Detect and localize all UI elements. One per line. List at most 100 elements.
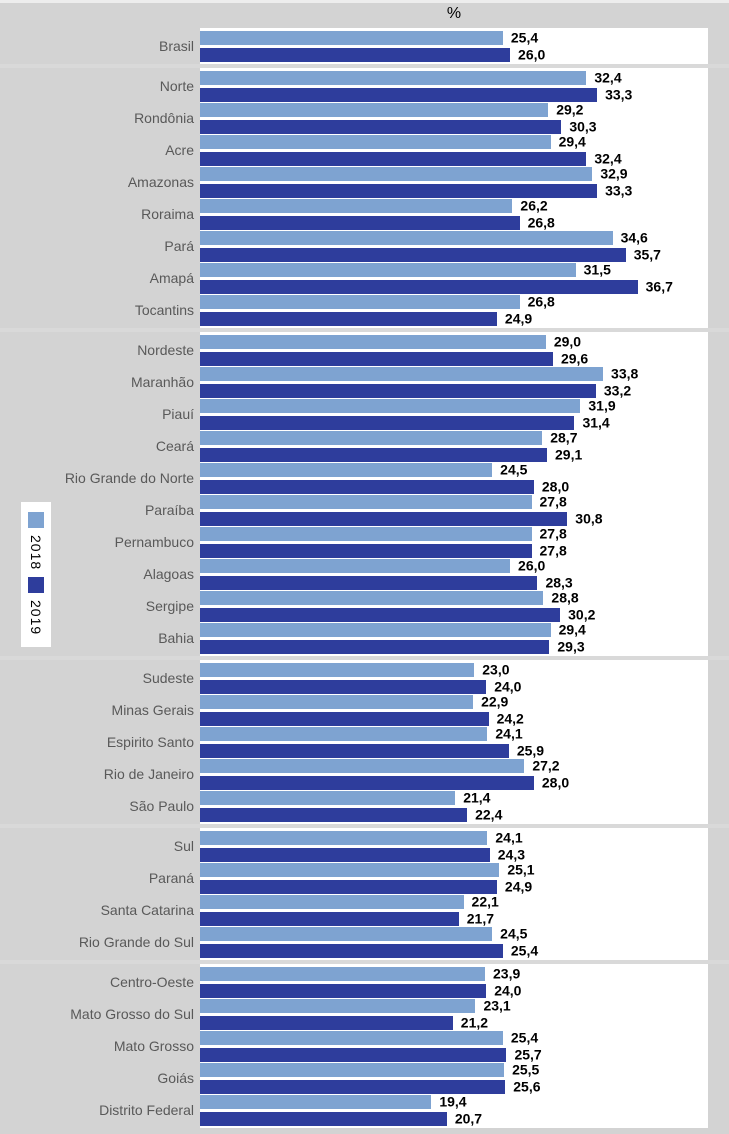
- value-label-2018: 25,1: [507, 861, 535, 878]
- row-label: Rio Grande do Sul: [78, 934, 194, 950]
- bar-2018: 33,8: [200, 366, 638, 382]
- value-label-2018: 22,1: [471, 893, 499, 910]
- value-label-2019: 29,3: [557, 638, 585, 655]
- bar-pair: 26,2 26,8: [200, 198, 708, 231]
- value-label-2019: 21,2: [460, 1014, 489, 1031]
- value-label-2018: 29,0: [553, 333, 582, 350]
- chart-row: Tocantins 26,8 24,9: [135, 294, 708, 327]
- chart-title: %: [446, 5, 462, 22]
- value-label-2019: 35,7: [633, 246, 661, 263]
- bar-2019: 25,4: [200, 943, 538, 959]
- bar-pair: 32,4 33,3: [200, 70, 708, 103]
- bar-2018: 29,0: [200, 334, 581, 350]
- value-label-2018: 23,1: [483, 997, 511, 1014]
- chart-row: Mato Grosso do Sul 23,1 21,2: [70, 998, 708, 1031]
- group-panel: Centro-Oeste 23,9 24,0 Mato Grosso do Sul 23…: [70, 964, 708, 1128]
- bar-2018: 22,1: [200, 894, 499, 910]
- value-label-2018: 27,8: [539, 525, 567, 542]
- value-label-2019: 36,7: [645, 278, 673, 295]
- value-label-2018: 29,4: [558, 621, 586, 638]
- row-label: Maranhão: [130, 374, 194, 390]
- value-label-2019: 30,2: [568, 606, 596, 623]
- legend-label-2018: 2018: [28, 535, 44, 571]
- row-label: Rio de Janeiro: [103, 766, 194, 782]
- plot-area: Brasil 25,4 26,0 Norte 32,4 33,3 Rondônia 29,2 3…: [0, 28, 729, 1128]
- row-label: Brasil: [158, 38, 194, 54]
- value-label-2019: 29,6: [560, 350, 589, 367]
- chart-row: Acre 29,4 32,4: [165, 134, 708, 167]
- bar-2019: 24,9: [200, 879, 532, 895]
- row-label: Rondônia: [134, 110, 194, 126]
- row-label: Pará: [164, 238, 194, 254]
- value-label-2019: 28,0: [541, 478, 570, 495]
- chart-row: Sergipe 28,8 30,2: [146, 590, 708, 623]
- bar-2018: 24,1: [200, 830, 523, 846]
- value-label-2018: 31,9: [588, 397, 616, 414]
- value-label-2019: 20,7: [454, 1110, 483, 1127]
- row-label: Paraná: [148, 870, 194, 886]
- bar-2019: 32,4: [200, 151, 622, 167]
- bar-2018: 23,9: [200, 966, 520, 982]
- row-label: Santa Catarina: [100, 902, 194, 918]
- chart-row: Piauí 31,9 31,4: [162, 397, 708, 431]
- value-label-2019: 25,7: [514, 1046, 542, 1063]
- bar-2019: 22,4: [200, 807, 502, 823]
- value-label-2018: 28,7: [550, 429, 578, 446]
- row-label: Amazonas: [127, 174, 194, 190]
- chart-row: Paraíba 27,8 30,8: [145, 494, 708, 527]
- chart-row: Alagoas 26,0 28,3: [143, 558, 708, 591]
- bar-pair: 34,6 35,7: [200, 230, 708, 263]
- row-label: Roraima: [141, 206, 194, 222]
- bar-2018: 24,5: [200, 926, 527, 942]
- chart-row: Norte 32,4 33,3: [160, 70, 708, 103]
- chart-row: Ceará 28,7 29,1: [156, 429, 708, 463]
- value-label-2019: 22,4: [475, 806, 503, 823]
- bar-pair: 25,5 25,6: [200, 1062, 708, 1095]
- legend-swatch-2019: [28, 577, 44, 594]
- row-label: Tocantins: [134, 302, 194, 318]
- bar-2019: 33,3: [200, 87, 632, 103]
- bar-2018: 25,5: [200, 1062, 539, 1078]
- bar-pair: 24,5 28,0: [200, 462, 708, 495]
- bar-2019: 24,9: [200, 311, 532, 327]
- bar-pair: 25,1 24,9: [200, 861, 708, 895]
- bar-2019: 25,7: [200, 1047, 542, 1063]
- chart-row: Pernambuco 27,8 27,8: [115, 525, 708, 559]
- group-separator: [0, 328, 729, 332]
- bar-2018: 25,4: [200, 1030, 538, 1046]
- bar-2019: 30,8: [200, 511, 603, 527]
- bar-pair: 32,9 33,3: [200, 165, 708, 199]
- chart-row: Rio Grande do Norte 24,5 28,0: [65, 462, 708, 495]
- row-label: Nordeste: [137, 342, 194, 358]
- bar-2019: 36,7: [200, 279, 673, 295]
- top-border: [0, 0, 729, 3]
- chart-row: Rio de Janeiro 27,2 28,0: [104, 758, 708, 791]
- row-label: Centro-Oeste: [109, 974, 194, 990]
- value-label-2019: 32,4: [594, 150, 622, 167]
- group-panel: Norte 32,4 33,3 Rondônia 29,2 30,3 Acre 29,4 32,…: [128, 68, 708, 328]
- bar-2018: 23,1: [200, 998, 511, 1014]
- value-label-2018: 25,4: [510, 1029, 539, 1046]
- value-label-2019: 25,9: [516, 742, 545, 759]
- row-label: Paraíba: [144, 502, 194, 518]
- bar-pair: 22,9 24,2: [200, 694, 708, 727]
- bar-2018: 27,8: [200, 494, 567, 510]
- value-label-2019: 21,7: [466, 910, 495, 927]
- chart-row: Centro-Oeste 23,9 24,0: [110, 966, 708, 999]
- value-label-2019: 24,3: [497, 846, 526, 863]
- value-label-2018: 23,9: [493, 965, 521, 982]
- bar-pair: 21,4 22,4: [200, 789, 708, 823]
- bar-pair: 25,4 26,0: [200, 30, 708, 63]
- row-label: São Paulo: [129, 798, 194, 814]
- value-label-2018: 32,9: [600, 165, 628, 182]
- row-label: Distrito Federal: [99, 1102, 194, 1118]
- bar-pair: 33,8 33,2: [200, 366, 708, 399]
- bar-2019: 25,6: [200, 1079, 541, 1095]
- value-label-2018: 21,4: [463, 789, 491, 806]
- bar-2018: 19,4: [200, 1094, 467, 1110]
- value-label-2018: 27,8: [539, 493, 567, 510]
- chart-row: Amapá 31,5 36,7: [150, 262, 708, 295]
- bar-2019: 28,3: [200, 575, 573, 591]
- bar-2019: 29,6: [200, 351, 588, 367]
